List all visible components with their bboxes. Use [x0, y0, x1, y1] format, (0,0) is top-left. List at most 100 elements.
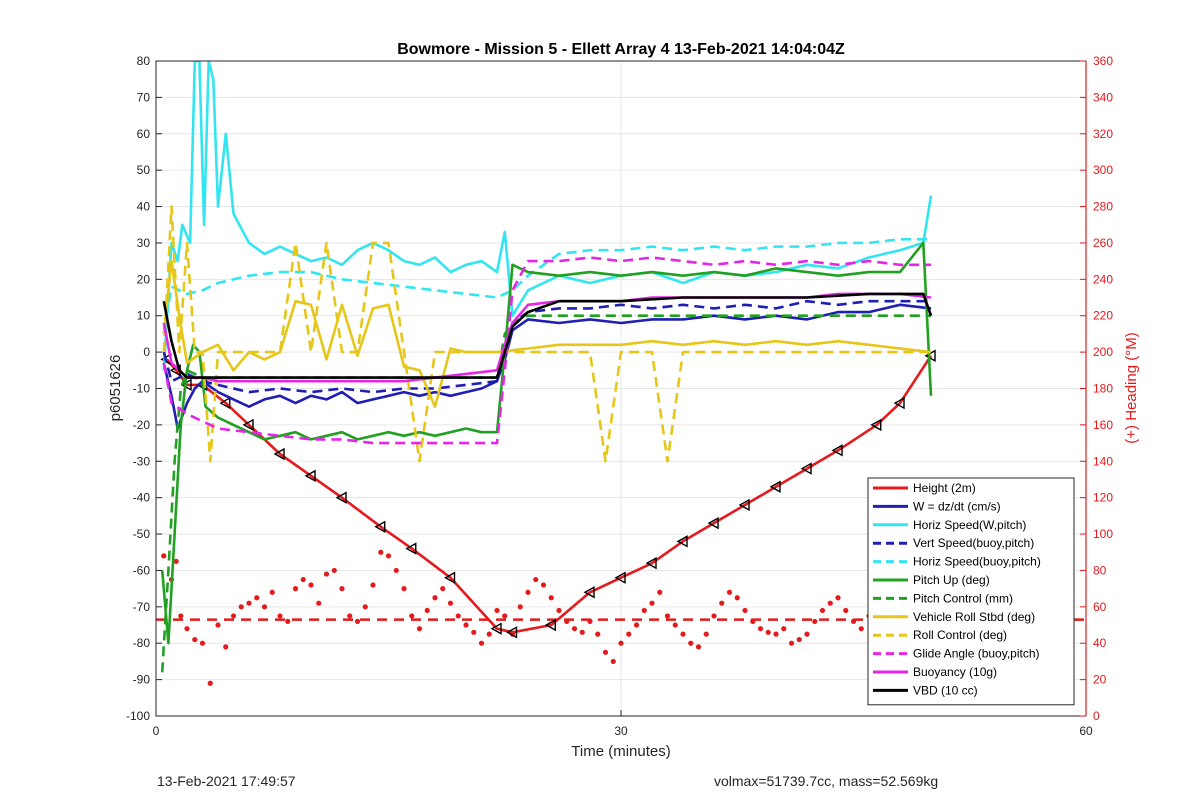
heading-point	[285, 618, 291, 624]
heading-point	[525, 589, 531, 595]
x-tick-label: 30	[614, 724, 628, 738]
heading-point	[432, 595, 438, 601]
heading-point	[835, 595, 841, 601]
heading-point	[347, 613, 353, 619]
heading-point	[649, 600, 655, 606]
heading-point	[618, 640, 624, 646]
heading-point	[331, 567, 337, 574]
y-tick-label: 0	[143, 345, 150, 359]
heading-point	[812, 618, 818, 624]
height-marker	[273, 447, 285, 461]
heading-point	[602, 649, 609, 655]
heading-point	[223, 644, 229, 650]
footer-volmax-mass: volmax=51739.7cc, mass=52.569kg	[714, 773, 939, 789]
heading-point	[292, 586, 299, 592]
height-marker	[506, 626, 518, 639]
series-line-5	[162, 238, 931, 335]
y2-tick-label: 220	[1093, 309, 1113, 323]
heading-point	[626, 631, 632, 637]
heading-point	[494, 607, 500, 614]
heading-point	[850, 618, 857, 624]
heading-point	[556, 607, 562, 614]
y-tick-label: 10	[137, 309, 151, 323]
legend: Height (2m) W = dz/dt (cm/s) Horiz Speed(W…	[867, 477, 1075, 706]
axes: -100-90-80-70-60-50-40-30-20-10010203040…	[126, 54, 1113, 738]
legend-label: Roll Control (deg)	[913, 628, 1007, 642]
heading-point	[238, 604, 244, 610]
heading-point	[308, 582, 314, 588]
height-marker	[374, 520, 386, 533]
y-axis-label: p6051626	[107, 355, 124, 422]
height-marker	[800, 462, 812, 475]
legend-box	[867, 477, 1075, 706]
heading-point	[184, 626, 190, 632]
heading-point	[711, 613, 717, 619]
heading-point	[178, 613, 184, 619]
series-line-8	[162, 259, 932, 409]
heading-point	[316, 600, 322, 606]
y-tick-label: -10	[133, 382, 151, 396]
legend-label: Pitch Up (deg)	[913, 573, 990, 587]
heading-point	[269, 589, 275, 595]
legend-label: Vehicle Roll Stbd (deg)	[913, 610, 1035, 624]
y2-tick-label: 160	[1093, 418, 1113, 432]
height-marker	[870, 418, 882, 432]
heading-point	[781, 626, 787, 632]
height-marker	[490, 622, 502, 635]
y-tick-label: -70	[133, 600, 151, 614]
heading-point	[230, 613, 237, 619]
heading-point	[354, 618, 361, 624]
heading-point	[424, 607, 430, 614]
height-marker	[645, 556, 657, 570]
heading-point	[540, 582, 547, 588]
y-tick-label: -50	[133, 527, 151, 541]
y-tick-label: 60	[137, 127, 151, 141]
x-axis-label: Time (minutes)	[571, 743, 670, 760]
y-tick-label: 30	[137, 236, 151, 250]
y2-tick-label: 260	[1093, 236, 1113, 250]
legend-label: Glide Angle (buoy,pitch)	[913, 647, 1040, 661]
height-marker	[544, 618, 556, 632]
height-marker	[893, 396, 905, 410]
height-marker	[444, 571, 456, 584]
y-tick-label: -30	[133, 454, 151, 468]
legend-label: Height (2m)	[913, 481, 976, 495]
heading-point	[680, 631, 686, 637]
heading-point	[199, 640, 206, 646]
heading-point	[726, 589, 733, 595]
y2-tick-label: 120	[1093, 491, 1113, 505]
series-line-9	[162, 205, 931, 463]
heading-point	[571, 626, 578, 632]
heading-point	[455, 613, 461, 619]
y2-tick-label: 180	[1093, 382, 1113, 396]
legend-label: Vert Speed(buoy,pitch)	[913, 536, 1034, 550]
y-tick-label: 20	[137, 272, 151, 286]
series-line-1	[165, 354, 933, 634]
y2-tick-label: 80	[1093, 563, 1107, 577]
height-marker	[304, 469, 316, 483]
heading-point	[765, 629, 771, 635]
y2-tick-label: 0	[1093, 709, 1100, 723]
heading-point	[323, 571, 330, 577]
height-marker	[219, 396, 231, 410]
y-tick-label: 40	[137, 200, 151, 214]
y2-tick-label: 40	[1093, 636, 1107, 650]
heading-point	[657, 589, 663, 595]
heading-point	[246, 600, 252, 606]
heading-point	[610, 658, 616, 665]
y2-tick-label: 20	[1093, 673, 1107, 687]
y-tick-label: -100	[126, 709, 150, 723]
heading-point	[843, 607, 849, 614]
heading-point	[819, 607, 826, 614]
heading-point	[719, 600, 725, 606]
y2-axis-label: (+) Heading (°M)	[1123, 332, 1140, 443]
heading-point	[579, 629, 585, 635]
heading-point	[370, 582, 376, 588]
y2-tick-label: 60	[1093, 600, 1107, 614]
heading-point	[486, 631, 492, 637]
y-tick-label: -90	[133, 673, 151, 687]
heading-point	[300, 576, 306, 583]
heading-point	[401, 586, 407, 592]
x-tick-label: 0	[153, 724, 160, 738]
height-marker	[831, 444, 843, 457]
